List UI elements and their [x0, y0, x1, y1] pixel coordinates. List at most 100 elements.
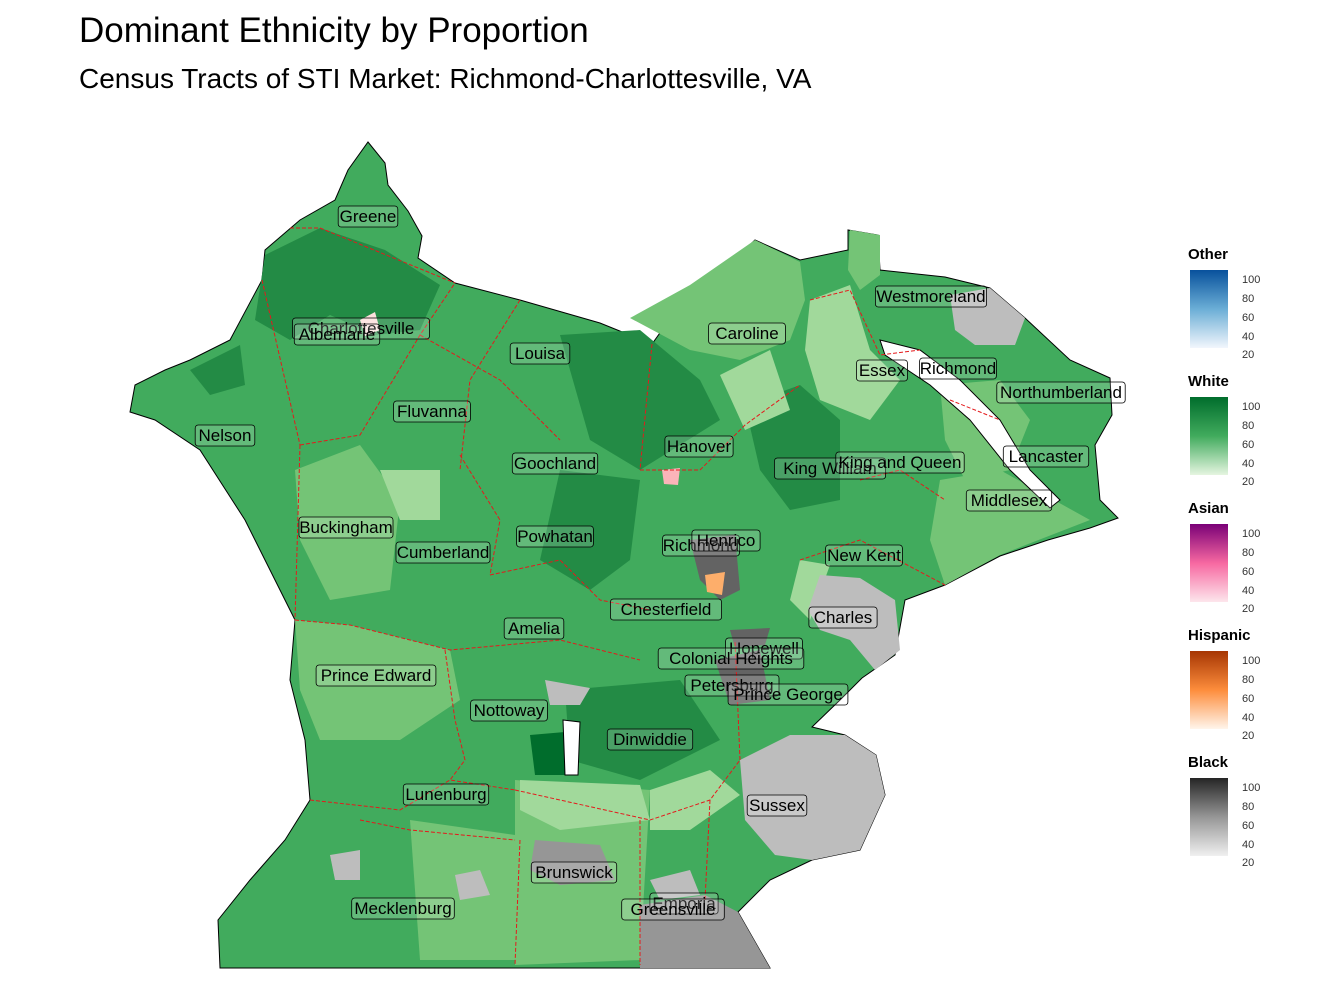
- tract-patch: [740, 735, 885, 860]
- county-label: Goochland: [511, 452, 599, 475]
- legend-tick-label: 60: [1242, 439, 1255, 451]
- legend-hispanic: Hispanic 100 80 60 40 20: [1188, 627, 1318, 745]
- county-label-text: Northumberland: [1000, 383, 1122, 402]
- legend-tick-label: 40: [1242, 712, 1255, 724]
- county-label-text: Powhatan: [517, 527, 593, 546]
- county-label: Hopewell: [725, 637, 803, 660]
- county-label: Westmoreland: [875, 285, 988, 308]
- legend-tick-label: 60: [1242, 312, 1255, 324]
- county-label-text: Goochland: [514, 454, 596, 473]
- legend-tick-label: 40: [1242, 331, 1255, 343]
- county-label-text: Richmond: [663, 536, 740, 555]
- county-labels: GreeneCharlottesvilleAlbemarleLouisaCaro…: [194, 205, 1126, 921]
- tract-patch: [190, 345, 245, 395]
- tract-patch: [720, 350, 790, 430]
- county-label: Buckingham: [298, 516, 394, 539]
- county-label-text: Westmoreland: [876, 287, 985, 306]
- county-label: Emporia: [649, 892, 719, 915]
- legend-tick-label: 80: [1242, 547, 1255, 559]
- legend-colorbar: [1190, 651, 1228, 729]
- county-label-text: Mecklenburg: [354, 899, 451, 918]
- county-label-text: Chesterfield: [621, 600, 712, 619]
- county-label: Colonial Heights: [657, 647, 805, 670]
- tract-patch: [330, 850, 360, 880]
- legend-title: Asian: [1188, 500, 1229, 517]
- county-label: Chesterfield: [610, 598, 723, 621]
- tract-patch: [650, 870, 700, 900]
- map-subtitle: Census Tracts of STI Market: Richmond-Ch…: [79, 63, 812, 94]
- county-label-text: Fluvanna: [397, 402, 467, 421]
- county-label-text: Lancaster: [1009, 447, 1084, 466]
- county-label-text: Buckingham: [299, 518, 393, 537]
- legend-tick-label: 20: [1242, 476, 1255, 488]
- county-label-text: King and Queen: [839, 453, 962, 472]
- county-label-text: Sussex: [749, 796, 805, 815]
- tract-patch: [630, 240, 805, 360]
- county-label-text: Amelia: [508, 619, 561, 638]
- county-label: New Kent: [825, 544, 903, 567]
- tract-patch: [455, 870, 490, 900]
- county-label-text: Lunenburg: [405, 785, 486, 804]
- county-label: Essex: [856, 359, 908, 382]
- county-label: Prince George: [727, 683, 849, 706]
- county-label: Northumberland: [996, 381, 1126, 404]
- legend-tick-label: 20: [1242, 730, 1255, 742]
- county-label: Mecklenburg: [351, 897, 455, 920]
- tract-patch: [705, 572, 725, 595]
- legend-tick-label: 100: [1242, 782, 1261, 794]
- tract-patch: [380, 470, 440, 520]
- county-label: Albemarle: [293, 323, 381, 346]
- county-label-text: Greene: [340, 207, 397, 226]
- tract-patch: [808, 575, 900, 670]
- legend-colorbar: [1190, 270, 1228, 348]
- tract-patch: [662, 468, 680, 485]
- county-label-text: Colonial Heights: [669, 649, 793, 668]
- county-label: Cumberland: [395, 541, 491, 564]
- county-label: Middlesex: [965, 489, 1053, 512]
- county-label-text: Charles: [814, 608, 873, 627]
- county-label-text: Greensville: [630, 900, 715, 919]
- tract-patch: [650, 770, 740, 830]
- county-label: Lunenburg: [402, 783, 490, 806]
- county-label-text: Nelson: [199, 426, 252, 445]
- tract-patch: [540, 470, 640, 590]
- county-label: Greene: [337, 205, 399, 228]
- tract-patch: [805, 285, 900, 420]
- county-label-text: Prince Edward: [321, 666, 432, 685]
- county-label-text: Prince George: [733, 685, 843, 704]
- tract-patch: [640, 895, 770, 968]
- county-label: Nottoway: [470, 699, 548, 722]
- legend-tick-label: 100: [1242, 274, 1261, 286]
- legend-tick-label: 40: [1242, 585, 1255, 597]
- county-label-text: Hanover: [667, 437, 732, 456]
- legend-tick-label: 100: [1242, 655, 1261, 667]
- county-label-text: Albemarle: [299, 325, 376, 344]
- county-label-text: Louisa: [515, 344, 566, 363]
- county-label-text: Brunswick: [535, 863, 613, 882]
- water-inlet: [879, 339, 1061, 509]
- county-label: Petersburg: [684, 674, 780, 697]
- county-label: Richmond: [919, 357, 997, 380]
- tract-patch: [560, 330, 720, 470]
- legend-other: Other 100 80 60 40 20: [1188, 246, 1318, 364]
- tract-patch: [530, 840, 615, 885]
- legend-tick-label: 100: [1242, 401, 1261, 413]
- legend-tick-label: 100: [1242, 528, 1261, 540]
- county-label: Prince Edward: [315, 664, 437, 687]
- legend-black: Black 100 80 60 40 20: [1188, 754, 1318, 872]
- county-label: Sussex: [746, 794, 808, 817]
- county-label: Greensville: [621, 898, 725, 921]
- map-title: Dominant Ethnicity by Proportion: [79, 11, 589, 50]
- county-label-text: Richmond: [920, 359, 997, 378]
- county-label: King and Queen: [835, 451, 965, 474]
- county-label: Fluvanna: [393, 400, 471, 423]
- county-label-text: Essex: [859, 361, 906, 380]
- tract-patch: [520, 780, 650, 830]
- county-boundaries: [261, 227, 1001, 966]
- county-label: Amelia: [503, 617, 565, 640]
- county-label: Lancaster: [1002, 445, 1090, 468]
- county-label: Louisa: [509, 342, 571, 365]
- county-label: Hanover: [664, 435, 734, 458]
